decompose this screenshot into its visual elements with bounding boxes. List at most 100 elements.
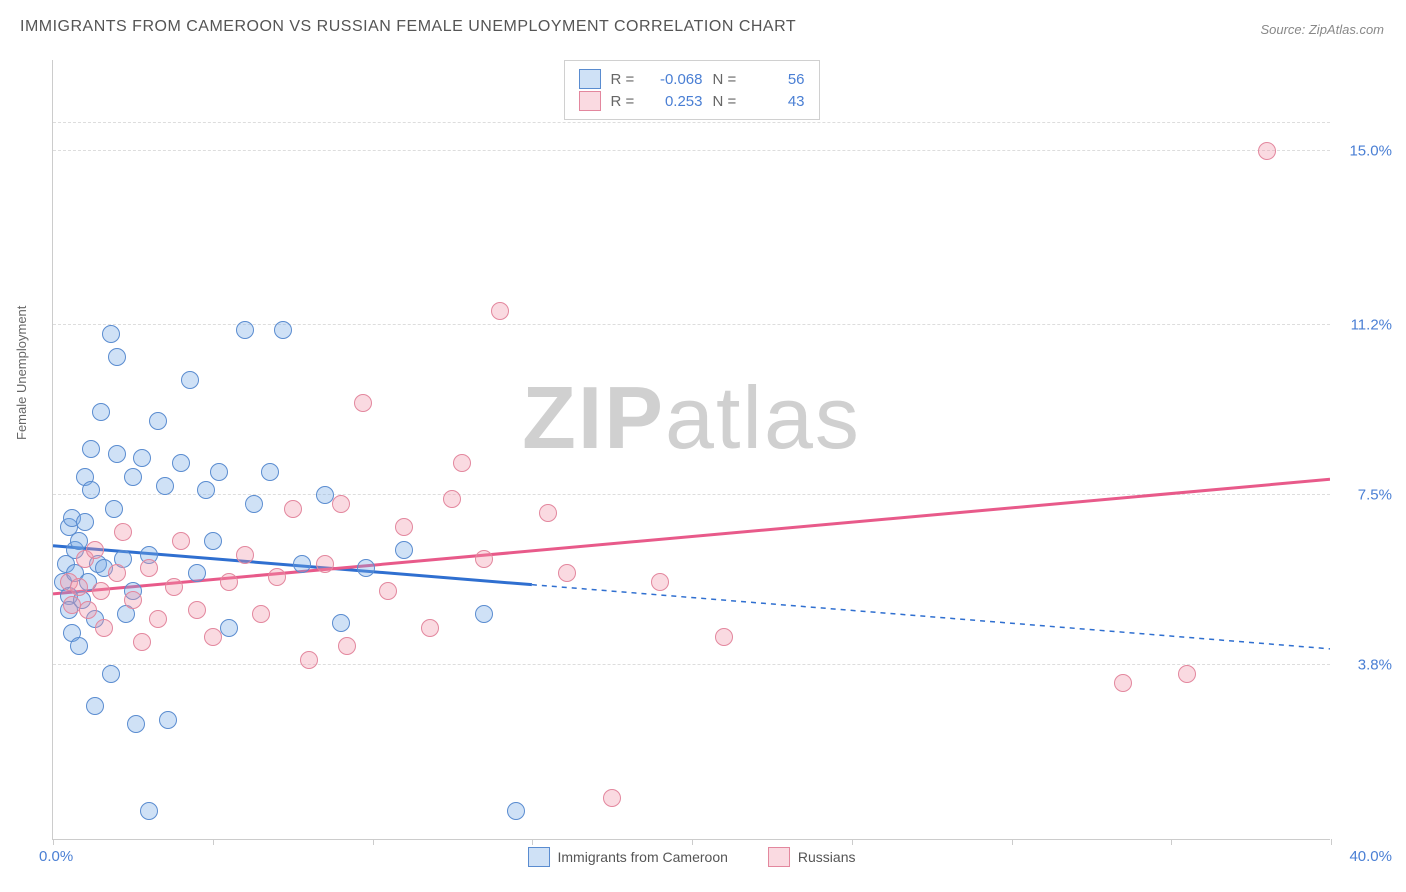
legend-correlation-box: R = -0.068 N = 56 R = 0.253 N = 43 <box>564 60 820 120</box>
legend-item-series2: Russians <box>768 847 856 867</box>
r-value-series1: -0.068 <box>649 71 703 88</box>
legend-label-series2: Russians <box>798 849 856 865</box>
y-tick-label: 7.5% <box>1358 486 1392 503</box>
plot-area: ZIPatlas 3.8%7.5%11.2%15.0% R = -0.068 N… <box>52 60 1330 840</box>
scatter-point <box>188 601 206 619</box>
legend-label-series1: Immigrants from Cameroon <box>558 849 728 865</box>
scatter-point <box>127 715 145 733</box>
legend-row-series2: R = 0.253 N = 43 <box>579 91 805 111</box>
legend-swatch-series1 <box>579 69 601 89</box>
scatter-point <box>95 619 113 637</box>
scatter-point <box>507 802 525 820</box>
x-tick <box>692 839 693 845</box>
gridline-h <box>53 494 1330 495</box>
x-tick <box>53 839 54 845</box>
gridline-h <box>53 664 1330 665</box>
r-value-series2: 0.253 <box>649 93 703 110</box>
scatter-point <box>651 573 669 591</box>
scatter-point <box>188 564 206 582</box>
scatter-point <box>165 578 183 596</box>
scatter-point <box>332 614 350 632</box>
scatter-point <box>86 697 104 715</box>
scatter-point <box>149 412 167 430</box>
n-value-series1: 56 <box>751 71 805 88</box>
y-tick-label: 3.8% <box>1358 656 1392 673</box>
x-tick <box>852 839 853 845</box>
trend-line <box>53 479 1330 594</box>
scatter-point <box>284 500 302 518</box>
x-tick <box>213 839 214 845</box>
scatter-point <box>156 477 174 495</box>
scatter-point <box>92 582 110 600</box>
y-axis-label: Female Unemployment <box>14 306 29 440</box>
watermark-suffix: atlas <box>665 368 861 467</box>
scatter-point <box>210 463 228 481</box>
scatter-point <box>220 573 238 591</box>
scatter-point <box>354 394 372 412</box>
x-tick <box>373 839 374 845</box>
scatter-point <box>204 532 222 550</box>
scatter-point <box>149 610 167 628</box>
n-value-series2: 43 <box>751 93 805 110</box>
trend-line-extrapolated <box>532 585 1330 649</box>
scatter-point <box>338 637 356 655</box>
scatter-point <box>357 559 375 577</box>
scatter-point <box>603 789 621 807</box>
scatter-point <box>82 481 100 499</box>
scatter-point <box>395 541 413 559</box>
legend-swatch-series1-bottom <box>528 847 550 867</box>
legend-series-names: Immigrants from Cameroon Russians <box>528 847 856 867</box>
scatter-point <box>172 454 190 472</box>
scatter-point <box>268 568 286 586</box>
x-axis-max-label: 40.0% <box>1349 848 1392 865</box>
watermark-prefix: ZIP <box>522 368 665 467</box>
scatter-point <box>236 321 254 339</box>
scatter-point <box>140 559 158 577</box>
legend-row-series1: R = -0.068 N = 56 <box>579 69 805 89</box>
scatter-point <box>70 578 88 596</box>
scatter-point <box>102 665 120 683</box>
chart-title: IMMIGRANTS FROM CAMEROON VS RUSSIAN FEMA… <box>20 18 796 36</box>
scatter-point <box>395 518 413 536</box>
scatter-point <box>108 445 126 463</box>
scatter-point <box>1258 142 1276 160</box>
scatter-point <box>79 601 97 619</box>
scatter-point <box>539 504 557 522</box>
scatter-point <box>316 555 334 573</box>
scatter-point <box>133 449 151 467</box>
scatter-point <box>92 403 110 421</box>
scatter-point <box>220 619 238 637</box>
scatter-point <box>159 711 177 729</box>
scatter-point <box>204 628 222 646</box>
scatter-point <box>491 302 509 320</box>
x-tick <box>1171 839 1172 845</box>
scatter-point <box>172 532 190 550</box>
scatter-point <box>197 481 215 499</box>
scatter-point <box>252 605 270 623</box>
n-label: N = <box>713 71 741 88</box>
scatter-point <box>475 550 493 568</box>
scatter-point <box>245 495 263 513</box>
scatter-point <box>114 523 132 541</box>
scatter-point <box>443 490 461 508</box>
source-attribution: Source: ZipAtlas.com <box>1260 22 1384 37</box>
x-axis-min-label: 0.0% <box>39 848 73 865</box>
scatter-point <box>124 468 142 486</box>
legend-item-series1: Immigrants from Cameroon <box>528 847 728 867</box>
scatter-point <box>140 802 158 820</box>
scatter-point <box>300 651 318 669</box>
scatter-point <box>105 500 123 518</box>
n-label: N = <box>713 93 741 110</box>
r-label: R = <box>611 71 639 88</box>
x-tick <box>532 839 533 845</box>
legend-swatch-series2 <box>579 91 601 111</box>
scatter-point <box>124 591 142 609</box>
scatter-point <box>1178 665 1196 683</box>
scatter-point <box>453 454 471 472</box>
x-tick <box>1331 839 1332 845</box>
scatter-point <box>421 619 439 637</box>
scatter-point <box>133 633 151 651</box>
watermark-text: ZIPatlas <box>522 367 861 469</box>
y-tick-label: 11.2% <box>1351 317 1392 334</box>
scatter-point <box>82 440 100 458</box>
